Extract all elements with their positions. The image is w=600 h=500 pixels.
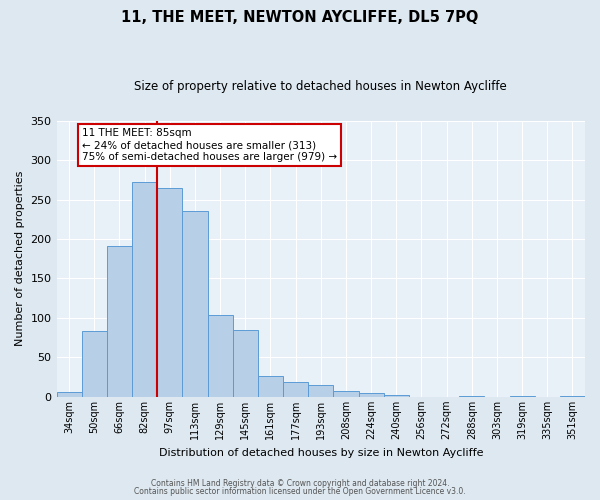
Text: 11, THE MEET, NEWTON AYCLIFFE, DL5 7PQ: 11, THE MEET, NEWTON AYCLIFFE, DL5 7PQ xyxy=(121,10,479,25)
X-axis label: Distribution of detached houses by size in Newton Aycliffe: Distribution of detached houses by size … xyxy=(158,448,483,458)
Bar xyxy=(182,210,208,397)
Bar xyxy=(56,392,82,397)
Bar xyxy=(82,330,107,397)
Bar xyxy=(359,393,383,397)
Y-axis label: Number of detached properties: Number of detached properties xyxy=(15,171,25,346)
Bar xyxy=(208,315,233,397)
Bar xyxy=(157,188,182,397)
Bar xyxy=(308,385,334,397)
Bar xyxy=(283,382,308,397)
Bar xyxy=(107,246,132,397)
Title: Size of property relative to detached houses in Newton Aycliffe: Size of property relative to detached ho… xyxy=(134,80,507,93)
Text: Contains public sector information licensed under the Open Government Licence v3: Contains public sector information licen… xyxy=(134,487,466,496)
Bar xyxy=(233,330,258,397)
Bar xyxy=(258,376,283,397)
Bar xyxy=(509,396,535,397)
Bar xyxy=(334,392,359,397)
Bar xyxy=(459,396,484,397)
Bar xyxy=(560,396,585,397)
Text: 11 THE MEET: 85sqm
← 24% of detached houses are smaller (313)
75% of semi-detach: 11 THE MEET: 85sqm ← 24% of detached hou… xyxy=(82,128,337,162)
Text: Contains HM Land Registry data © Crown copyright and database right 2024.: Contains HM Land Registry data © Crown c… xyxy=(151,478,449,488)
Bar xyxy=(132,182,157,397)
Bar xyxy=(383,394,409,397)
